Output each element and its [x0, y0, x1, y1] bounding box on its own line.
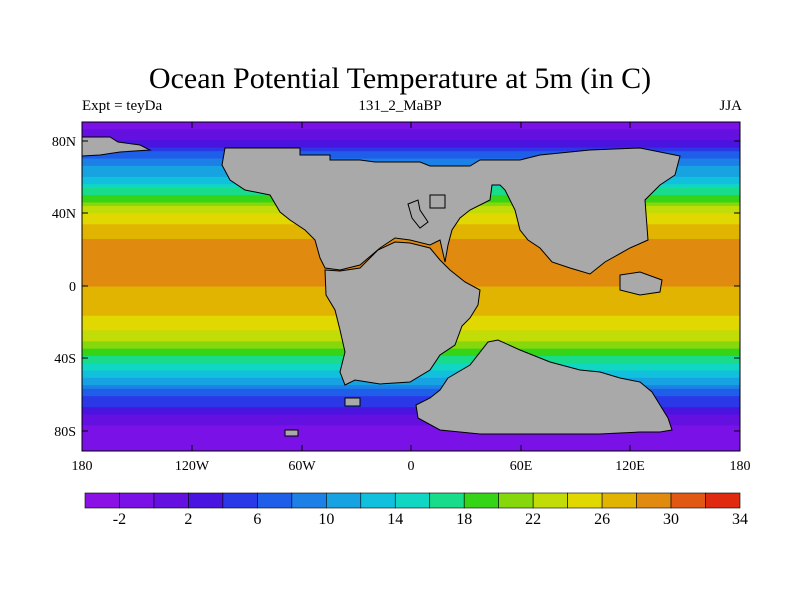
colorbar-label: 22 — [525, 511, 541, 528]
island-1 — [407, 199, 429, 229]
temperature-band — [82, 396, 740, 401]
colorbar-swatch — [360, 492, 396, 509]
temperature-band — [82, 238, 740, 244]
colorbar-label: 30 — [663, 511, 679, 528]
lon-tick-label: 120E — [615, 459, 645, 474]
lat-axis — [82, 140, 740, 432]
island-5 — [284, 429, 299, 437]
lat-tick-label: 80N — [52, 135, 76, 150]
island-2 — [429, 194, 446, 209]
temperature-band — [82, 440, 740, 445]
map-title: Ocean Potential Temperature at 5m (in C) — [148, 62, 652, 95]
lon-axis — [191, 122, 631, 451]
lon-tick-label: 180 — [72, 459, 93, 474]
lon-tick-label: 60E — [510, 459, 533, 474]
colorbar-swatch — [463, 492, 499, 509]
temperature-band — [82, 136, 740, 141]
colorbar — [84, 492, 741, 509]
lon-tick-label: 60W — [288, 459, 316, 474]
colorbar-swatch — [636, 492, 672, 509]
colorbar-label: 14 — [387, 511, 403, 528]
colorbar-swatch — [257, 492, 293, 509]
temperature-band — [82, 425, 740, 430]
colorbar-swatch — [394, 492, 431, 509]
colorbar-label: -2 — [113, 511, 126, 528]
temperature-band — [82, 388, 740, 394]
colorbar-swatch — [153, 492, 189, 509]
colorbar-swatch — [567, 492, 603, 509]
colorbar-swatch — [291, 492, 327, 509]
temperature-band — [82, 129, 740, 134]
season-label: JJA — [719, 98, 742, 114]
colorbar-swatch — [222, 492, 258, 509]
colorbar-swatch — [601, 492, 637, 509]
temperature-band — [82, 429, 740, 434]
temperature-band — [82, 381, 740, 386]
southern-continent — [415, 339, 673, 435]
lat-tick-label: 40S — [54, 352, 76, 367]
colorbar-swatch — [670, 492, 706, 509]
temperature-band — [82, 132, 740, 138]
land-masses — [82, 136, 681, 437]
temperature-band — [82, 147, 740, 152]
temperature-band — [82, 399, 740, 405]
colorbar-label: 26 — [594, 511, 610, 528]
lon-tick-label: 180 — [730, 459, 751, 474]
colorbar-label: 6 — [253, 511, 261, 528]
colorbar-swatch — [705, 492, 741, 509]
colorbar-swatch — [498, 492, 534, 509]
temperature-band — [82, 154, 740, 160]
colorbar-swatch — [429, 492, 465, 509]
lat-tick-label: 40N — [52, 207, 76, 222]
colorbar-swatch — [188, 492, 224, 509]
colorbar-swatch — [119, 492, 155, 509]
period-label: 131_2_MaBP — [358, 98, 442, 114]
temperature-band — [82, 392, 740, 397]
south-continent — [324, 241, 481, 386]
temperature-band — [82, 410, 740, 416]
temperature-band — [82, 432, 740, 437]
colorbar-labels: -226101418222630343842 — [113, 511, 748, 528]
temperature-band — [82, 436, 740, 441]
island-4 — [344, 397, 361, 407]
colorbar-swatch — [84, 492, 120, 509]
north-continent — [221, 147, 681, 275]
temperature-band — [82, 385, 740, 390]
colorbar-swatch — [326, 492, 362, 509]
temperature-band — [82, 421, 740, 427]
lat-tick-label: 80S — [54, 425, 76, 440]
temperature-band — [82, 158, 740, 163]
temperature-band — [82, 143, 740, 149]
temperature-band — [82, 403, 740, 408]
arctic-landmass-west — [82, 136, 152, 157]
lon-tick-label: 0 — [408, 459, 415, 474]
temperature-band — [82, 407, 740, 412]
colorbar-swatch — [532, 492, 568, 509]
island-3 — [619, 271, 663, 296]
colorbar-label: 2 — [184, 511, 192, 528]
colorbar-label: 18 — [456, 511, 472, 528]
temperature-band — [82, 140, 740, 145]
temperature-band — [82, 418, 740, 423]
colorbar-label: 10 — [318, 511, 334, 528]
temperature-band — [82, 151, 740, 156]
temperature-band — [82, 414, 740, 419]
experiment-label: Expt = teyDa — [82, 98, 163, 114]
lat-tick-label: 0 — [69, 280, 76, 295]
lon-tick-label: 120W — [175, 459, 210, 474]
colorbar-label: 34 — [732, 511, 748, 528]
